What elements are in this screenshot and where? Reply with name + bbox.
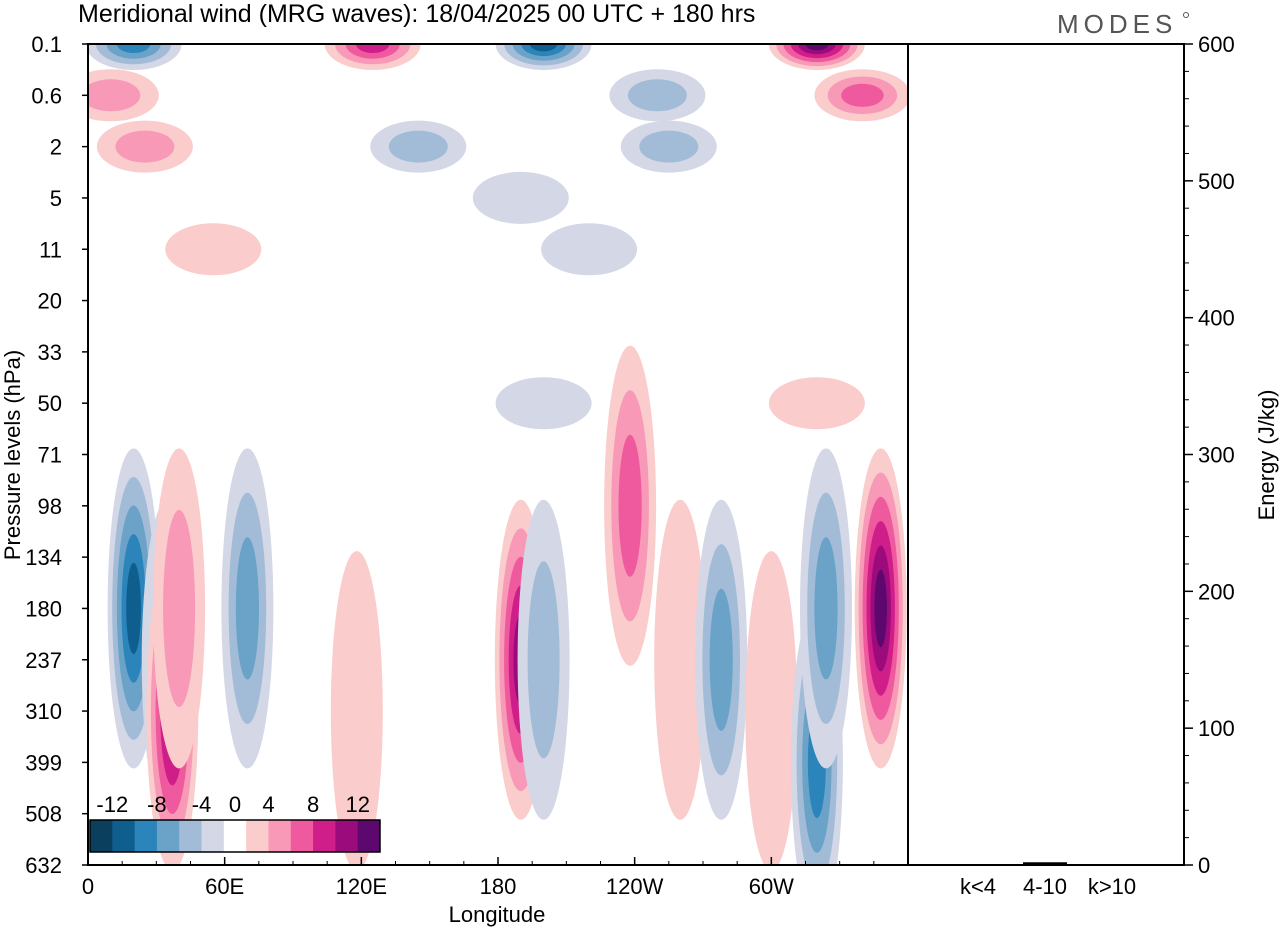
x-tick-label: 120E [336,874,387,899]
x-tick-label: 60W [749,874,794,899]
y-tick-label: 399 [25,750,62,775]
y-tick-label: 5 [50,186,62,211]
heatmap-band [356,44,390,53]
y-tick-label: 310 [25,699,62,724]
heatmap-band [874,569,887,648]
colorbar-swatch [134,820,158,852]
y-tick-label: 20 [38,289,62,314]
heatmap-band [745,551,798,865]
heatmap-band [841,83,884,107]
energy-axis: 0 100 200 300 400 500 600 [1184,32,1235,878]
heatmap-band [639,130,699,163]
energy-tick-label: 600 [1198,32,1235,57]
modes-logo: MODES [1057,9,1177,39]
x-tick-label: 60E [205,874,244,899]
colorbar-label: 4 [262,792,274,817]
heatmap-band [126,562,141,655]
x-tick-label: 180 [480,874,517,899]
heatmap-band [495,377,592,430]
heatmap-band [768,377,865,430]
heatmap-band [654,499,707,820]
energy-tick-label: 400 [1198,306,1235,331]
heatmap-band [163,509,196,707]
y-axis-label: Pressure levels (hPa) [0,350,25,560]
y-tick-label: 33 [38,340,62,365]
colorbar-swatch [156,820,180,852]
energy-panel-frame [907,43,1185,866]
colorbar-swatch [112,820,136,852]
y-tick-label: 50 [38,391,62,416]
colorbar-label: -8 [147,792,167,817]
heatmap-band [627,79,687,112]
colorbar-frame [89,819,381,853]
energy-bars: k<4 4-10 k>10 [956,862,1136,899]
heatmap-band [814,537,838,680]
colorbar-swatch [268,820,292,852]
colorbar-swatch [357,820,381,852]
colorbar-label: 0 [229,792,241,817]
y-tick-label: 71 [38,443,62,468]
colorbar-label: -12 [96,792,128,817]
energy-tick-label: 0 [1198,853,1210,878]
heatmap-band [805,44,829,51]
colorbar: -12 -8 -4 0 4 8 12 [89,792,381,853]
colorbar-swatch [335,820,359,852]
colorbar-label: -4 [192,792,212,817]
heatmap-band [472,171,569,224]
y-tick-label: 632 [25,853,62,878]
colorbar-label: 8 [307,792,319,817]
energy-axis-label: Energy (J/kg) [1254,390,1279,521]
heatmap-band [88,79,141,112]
y-tick-label: 180 [25,596,62,621]
energy-tick-label: 100 [1198,716,1235,741]
heatmap-band [330,551,383,865]
energy-category-label: k<4 [960,874,996,899]
energy-bar [1090,864,1134,866]
heatmap-band [541,223,638,276]
heatmap-band [529,44,558,52]
x-tick-label: 0 [82,874,94,899]
energy-tick-label: 500 [1198,169,1235,194]
x-axis-label: Longitude [449,902,546,927]
y-tick-label: 98 [38,494,62,519]
heatmap-band [115,130,175,163]
heatmap-band [165,223,262,276]
energy-tick-label: 300 [1198,443,1235,468]
heatmap-band [527,561,560,759]
energy-bar [1023,862,1067,865]
y-tick-label: 237 [25,648,62,673]
y-tick-label: 0.6 [31,83,62,108]
heatmap-band [618,434,642,577]
colorbar-swatch [246,820,269,852]
longitude-axis: 0 60E 120E 180 120W 60W [82,857,875,899]
pressure-axis: 0.1 0.6 2 5 11 20 33 50 71 98 134 180 237 310 399 508 63… [25,32,88,878]
y-tick-label: 134 [25,545,62,570]
energy-category-label: 4-10 [1023,874,1067,899]
colorbar-label: 12 [345,792,369,817]
heatmap-band [709,588,733,731]
energy-bar [956,864,1000,866]
heatmap-band [388,130,448,163]
heatmap-band [235,537,259,680]
heatmap-band [116,44,151,53]
heatmap-field [88,44,908,865]
y-tick-label: 2 [50,135,62,160]
chart-title: Meridional wind (MRG waves): 18/04/2025 … [78,0,755,28]
energy-tick-label: 200 [1198,579,1235,604]
logo-registered-mark [1183,12,1189,18]
energy-category-label: k>10 [1088,874,1136,899]
y-tick-label: 508 [25,802,62,827]
colorbar-swatch [201,820,225,852]
y-tick-label: 0.1 [31,32,62,57]
x-tick-label: 120W [606,874,664,899]
colorbar-swatch [290,820,314,852]
y-tick-label: 11 [39,237,62,262]
colorbar-swatch [313,820,336,852]
colorbar-swatch [223,820,247,852]
colorbar-swatch [90,820,113,852]
colorbar-swatch [179,820,203,852]
